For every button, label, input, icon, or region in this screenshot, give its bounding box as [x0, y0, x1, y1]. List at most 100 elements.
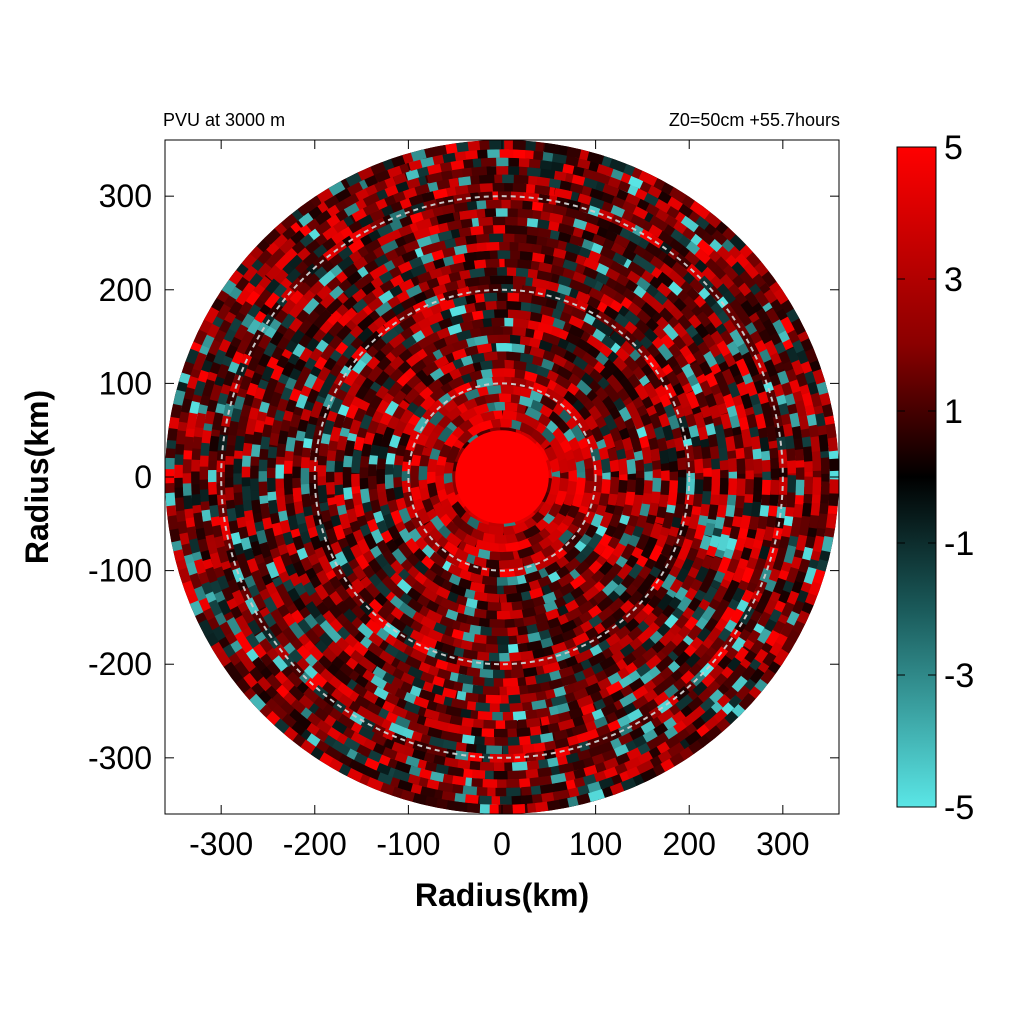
heatmap-cell — [426, 471, 436, 485]
heatmap-cell — [825, 513, 837, 529]
heatmap-cell — [524, 405, 543, 421]
heatmap-cell — [633, 609, 650, 625]
heatmap-cell — [240, 455, 251, 469]
heatmap-cell — [496, 610, 514, 621]
heatmap-cell — [382, 315, 401, 332]
heatmap-cell — [626, 455, 638, 475]
heatmap-cell — [328, 397, 344, 415]
y-axis-title: Radius(km) — [19, 390, 55, 564]
heatmap-cell — [249, 478, 259, 493]
heatmap-cell — [528, 427, 548, 446]
heatmap-cell — [676, 455, 688, 471]
heatmap-cell — [415, 507, 431, 525]
heatmap-cell — [609, 476, 621, 495]
heatmap-cell — [580, 350, 600, 368]
heatmap-cell — [577, 599, 596, 616]
heatmap-cell — [617, 456, 629, 475]
x-tick-label: -200 — [283, 826, 347, 862]
heatmap-cell — [352, 436, 365, 451]
heatmap-cell — [476, 600, 490, 612]
heatmap-cell — [480, 156, 497, 167]
heatmap-cell — [181, 459, 192, 474]
heatmap-cell — [419, 616, 438, 631]
heatmap-cell — [449, 583, 468, 598]
heatmap-cell — [555, 364, 574, 381]
heatmap-cell — [381, 562, 397, 579]
colorbar-tick-label: 3 — [944, 261, 963, 299]
heatmap-cell — [692, 445, 704, 460]
heatmap-cell — [406, 598, 424, 614]
heatmap-cell — [635, 530, 652, 551]
heatmap-cell — [274, 464, 285, 479]
heatmap-cell — [804, 476, 814, 495]
heatmap-cell — [453, 381, 473, 397]
heatmap-cell — [484, 198, 502, 209]
heatmap-cell — [348, 308, 369, 328]
heatmap-cell — [493, 770, 510, 781]
heatmap-cell — [499, 551, 515, 562]
heatmap-cell — [522, 615, 539, 628]
heatmap-cell — [266, 477, 276, 492]
heatmap-cell — [626, 479, 637, 493]
heatmap-cell — [753, 477, 764, 491]
heatmap-cell — [476, 651, 492, 663]
heatmap-cell — [512, 803, 526, 814]
heatmap-cell — [482, 392, 500, 404]
heatmap-cell — [484, 384, 502, 395]
heatmap-cell — [487, 601, 506, 612]
heatmap-cell — [530, 380, 549, 396]
heatmap-cell — [685, 390, 701, 410]
heatmap-cell — [506, 308, 521, 319]
heatmap-cell — [481, 291, 498, 302]
heatmap-cell — [486, 593, 500, 604]
heatmap-cell — [701, 487, 713, 505]
heatmap-cell — [503, 299, 522, 311]
heatmap-cell — [400, 295, 418, 311]
heatmap-cell — [611, 321, 629, 338]
x-tick-label: 300 — [756, 826, 809, 862]
heatmap-cell — [571, 510, 588, 529]
heatmap-cell — [460, 259, 476, 271]
heatmap-cell — [523, 666, 541, 679]
heatmap-cell — [190, 471, 200, 486]
heatmap-cell — [334, 449, 345, 463]
heatmap-cell — [425, 609, 444, 625]
heatmap-cell — [761, 479, 772, 496]
heatmap-cell — [198, 466, 209, 482]
heatmap-cell — [347, 419, 362, 437]
heatmap-cell — [583, 414, 599, 431]
heatmap-cell — [744, 478, 755, 495]
heatmap-cell — [340, 343, 358, 361]
heatmap-cell — [618, 479, 629, 493]
heatmap-cell — [340, 545, 357, 565]
heatmap-cell — [483, 584, 497, 595]
heatmap-cell — [350, 604, 366, 621]
heatmap-cell — [702, 455, 713, 469]
heatmap-cell — [509, 609, 526, 621]
heatmap-cell — [653, 554, 669, 571]
heatmap-cell — [579, 576, 598, 594]
heatmap-cell — [328, 590, 343, 606]
heatmap-cell — [694, 479, 705, 495]
heatmap-cell — [342, 455, 353, 470]
heatmap-cell — [584, 550, 601, 567]
heatmap-cell — [489, 619, 505, 629]
heatmap-cell — [602, 412, 619, 431]
heatmap-cell — [820, 481, 831, 495]
heatmap-cell — [677, 477, 688, 494]
heatmap-cell — [378, 327, 399, 346]
heatmap-cell — [316, 465, 327, 480]
heatmap-cell — [479, 761, 495, 772]
heatmap-cell — [615, 346, 631, 362]
y-tick-label: -200 — [88, 646, 152, 682]
heatmap-cell — [607, 447, 619, 462]
heatmap-cell — [501, 367, 516, 378]
heatmap-cell — [572, 631, 592, 647]
heatmap-cell — [542, 551, 561, 568]
heatmap-cell — [660, 333, 676, 349]
heatmap-cell — [367, 488, 379, 504]
x-tick-label: 100 — [569, 826, 622, 862]
heatmap-cell — [291, 466, 301, 480]
heatmap-cell — [648, 411, 663, 430]
heatmap-cell — [462, 533, 479, 548]
